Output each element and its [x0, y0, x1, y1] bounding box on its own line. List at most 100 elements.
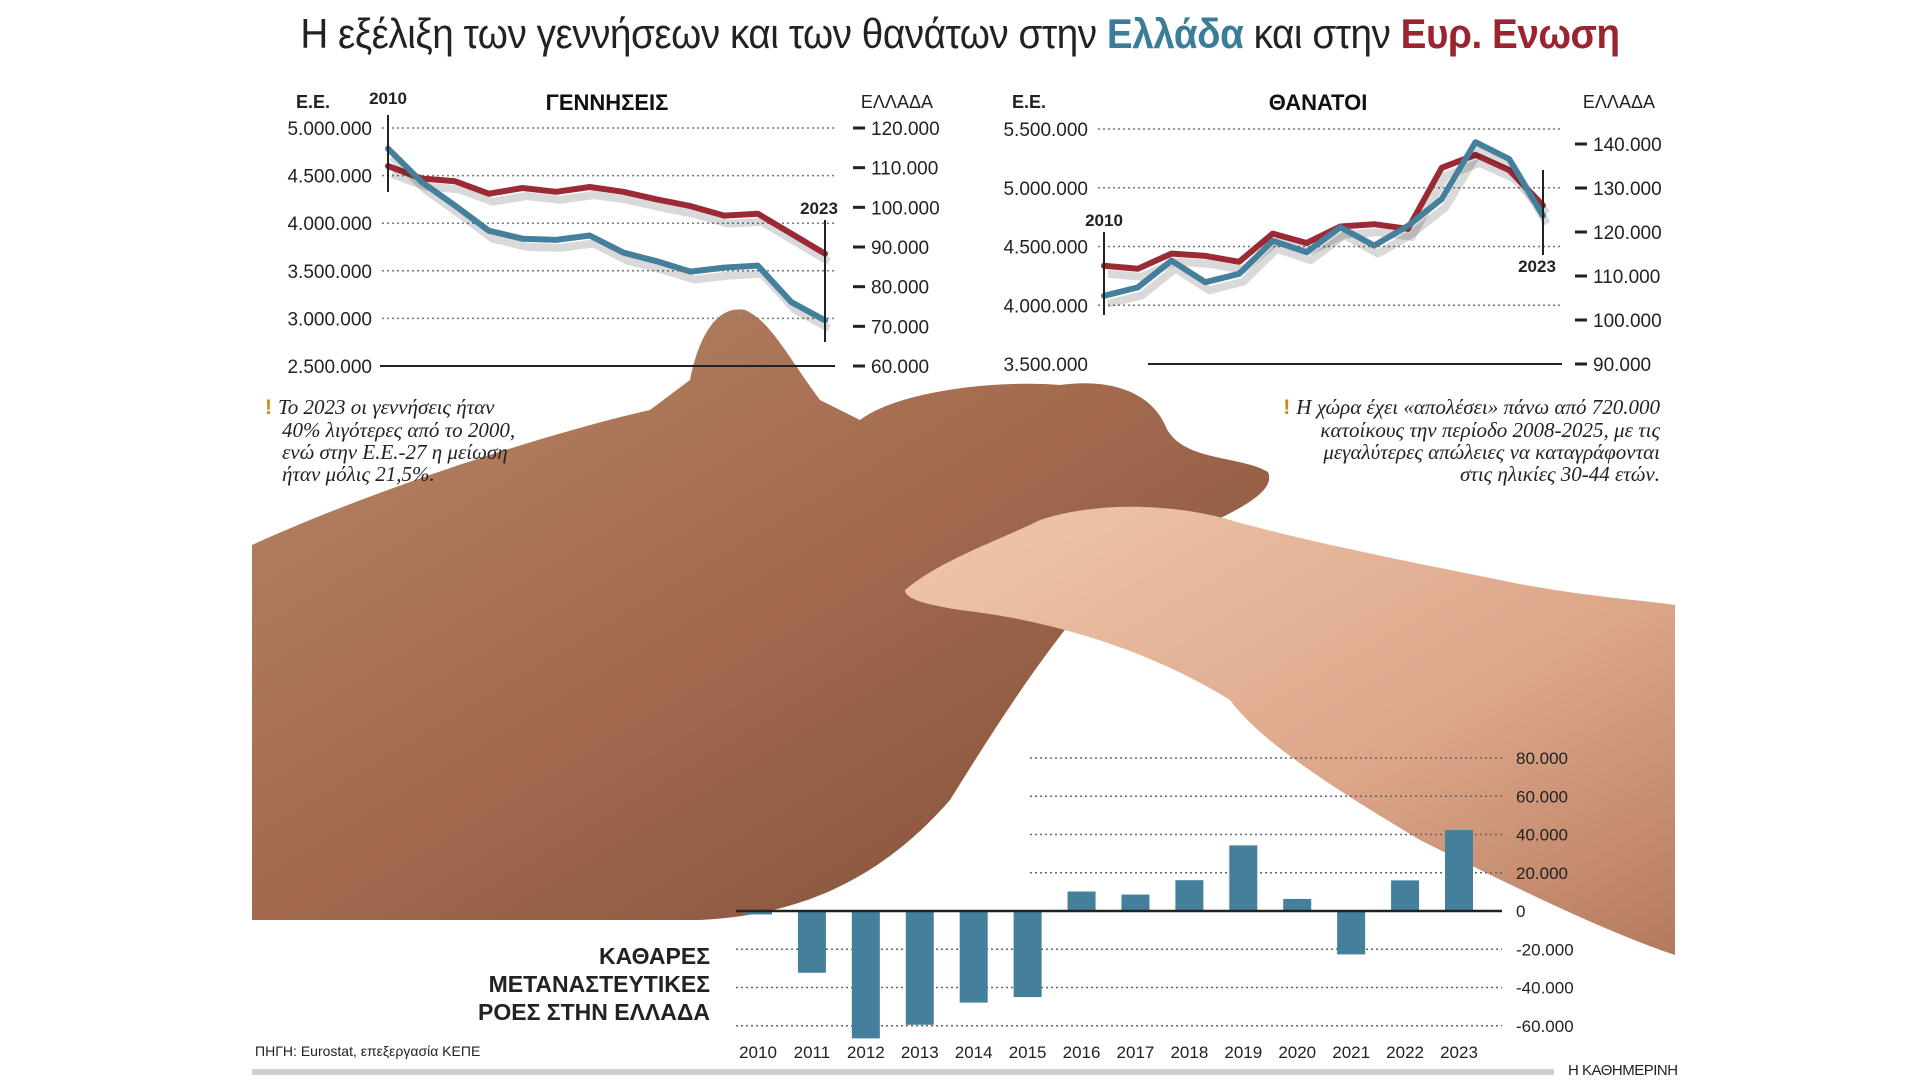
brand-logo: Η ΚΑΘΗΜΕΡΙΝΗ [1568, 1062, 1678, 1079]
left-axis-label: Ε.Ε. [296, 92, 330, 112]
tick-label: 40.000 [1516, 826, 1568, 845]
data-point [755, 211, 760, 216]
data-point [789, 231, 794, 236]
tick-label: -40.000 [1516, 979, 1574, 998]
chart-title: ΘΑΝΑΤΟΙ [1269, 90, 1368, 115]
data-point [453, 179, 458, 184]
greece-series-line [385, 145, 828, 324]
deaths-note: ! Η χώρα έχει «απολέσει» πάνω από 720.000… [1180, 396, 1660, 485]
data-point [722, 213, 727, 218]
note-line: μεγαλύτερες απώλειες να καταγράφονται [1323, 440, 1660, 464]
title-greece: Ελλάδα [1106, 10, 1244, 57]
right-axis-label: ΕΛΛΑΔΑ [1583, 92, 1655, 112]
data-point [1338, 225, 1343, 230]
category-label: 2019 [1224, 1043, 1262, 1062]
series-shadow [1107, 146, 1551, 308]
note-line: ενώ στην Ε.Ε.-27 η μείωση [282, 440, 508, 464]
title-text-middle: και στην [1243, 10, 1401, 57]
data-point [1439, 197, 1444, 201]
bar-2010 [744, 911, 772, 915]
data-point [722, 265, 727, 270]
page-title: Η εξέλιξη των γεννήσεων και των θανάτων … [77, 10, 1843, 58]
bar-2014 [959, 911, 988, 1003]
title-line: ΡΟΕΣ ΣΤΗΝ ΕΛΛΑΔΑ [478, 999, 710, 1025]
end-marker-label: 2023 [800, 199, 838, 218]
data-point [1507, 156, 1512, 161]
bar-2013 [905, 911, 934, 1025]
category-label: 2023 [1440, 1043, 1478, 1062]
right-tick-label: 110.000 [871, 159, 938, 180]
start-marker-label: 2010 [369, 89, 407, 108]
data-point [486, 228, 491, 233]
data-point [1473, 152, 1478, 157]
data-point [453, 203, 458, 208]
migration-chart-title: ΚΑΘΑΡΕΣ ΜΕΤΑΝΑΣΤΕΥΤΙΚΕΣ ΡΟΕΣ ΣΤΗΝ ΕΛΛΑΔΑ [420, 942, 710, 1026]
left-tick-label: 5.000.000 [287, 119, 372, 140]
category-label: 2011 [794, 1043, 831, 1062]
series-shadow [390, 170, 832, 266]
footer-divider [252, 1069, 1554, 1075]
data-point [554, 189, 559, 194]
note-mark-icon: ! [1283, 396, 1291, 419]
category-label: 2014 [955, 1043, 993, 1062]
data-point [1203, 253, 1208, 258]
data-point [1169, 251, 1174, 256]
series-shadow [389, 153, 831, 332]
data-point [755, 263, 760, 268]
data-point [1304, 250, 1309, 255]
old-hand [252, 309, 1270, 920]
baby-arm [905, 506, 1675, 955]
bar-2018 [1175, 880, 1204, 911]
tick-label: 20.000 [1516, 864, 1568, 883]
category-label: 2021 [1332, 1043, 1370, 1062]
tick-label: -60.000 [1516, 1017, 1574, 1036]
right-tick-label: 120.000 [871, 119, 940, 140]
data-point [554, 237, 559, 242]
tick-label: -20.000 [1516, 940, 1574, 959]
right-tick-label: 90.000 [1593, 355, 1651, 376]
right-tick-label: 140.000 [1593, 135, 1662, 156]
right-tick-label: 60.000 [871, 357, 929, 378]
left-tick-label: 4.500.000 [287, 167, 372, 188]
bar-2017 [1121, 894, 1150, 911]
births-note: ! Το 2023 οι γεννήσεις ήταν 40% λιγότερες… [265, 396, 515, 485]
bar-2015 [1013, 911, 1042, 998]
series-shadow [1107, 158, 1550, 281]
right-axis-label: ΕΛΛΑΔΑ [861, 92, 933, 112]
category-label: 2012 [847, 1043, 885, 1062]
note-mark-icon: ! [265, 396, 272, 419]
data-point [1237, 259, 1242, 264]
bar-2012 [851, 911, 880, 1039]
title-line: ΜΕΤΑΝΑΣΤΕΥΤΙΚΕΣ [488, 971, 710, 997]
category-label: 2013 [901, 1043, 939, 1062]
note-line: Η χώρα έχει «απολέσει» πάνω από 720.000 [1296, 395, 1660, 419]
left-axis-label: Ε.Ε. [1012, 92, 1046, 112]
data-point [1203, 280, 1208, 285]
data-point [688, 204, 693, 209]
category-label: 2010 [739, 1043, 777, 1062]
data-point [1270, 231, 1275, 236]
title-text: Η εξέλιξη των γεννήσεων και των θανάτων … [300, 10, 1107, 57]
data-point [1270, 238, 1275, 243]
data-point [789, 300, 794, 305]
data-point [520, 236, 525, 241]
data-point [587, 233, 592, 238]
data-point [621, 189, 626, 194]
title-eu: Ευρ. Ενωση [1400, 10, 1620, 57]
data-point [1507, 168, 1512, 173]
right-tick-label: 90.000 [871, 238, 929, 259]
bar-2011 [797, 911, 826, 973]
eu-series-line [385, 163, 828, 257]
category-label: 2020 [1278, 1043, 1316, 1062]
data-point [621, 250, 626, 255]
bar-2019 [1229, 845, 1258, 911]
data-point [654, 197, 659, 202]
data-point [1439, 165, 1444, 170]
bar-2023 [1445, 830, 1473, 911]
data-point [1473, 140, 1478, 145]
category-label: 2016 [1063, 1043, 1101, 1062]
data-point [1405, 223, 1410, 228]
data-point [1135, 285, 1140, 290]
bar-2021 [1337, 911, 1366, 955]
